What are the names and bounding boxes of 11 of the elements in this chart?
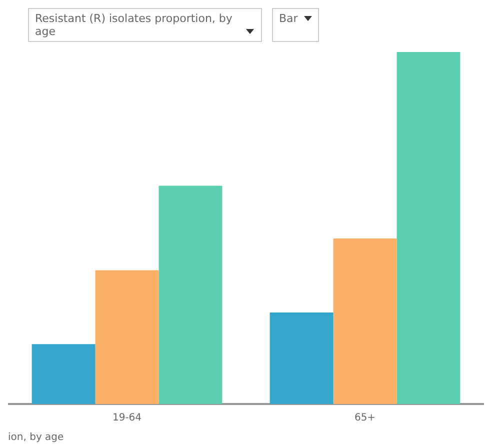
bar: [270, 312, 334, 404]
x-tick-label: 19-64: [112, 412, 142, 424]
text: ion, by age: [8, 432, 65, 443]
bar: [333, 238, 397, 404]
chart-title: Resistant (R) isolates proportion, by age: [35, 12, 234, 38]
text: Bar: [279, 12, 298, 25]
bar: [396, 52, 460, 404]
x-tick-label: 65+: [354, 412, 376, 424]
bar: [32, 344, 96, 404]
bar: [95, 270, 159, 404]
bar: [158, 186, 222, 404]
